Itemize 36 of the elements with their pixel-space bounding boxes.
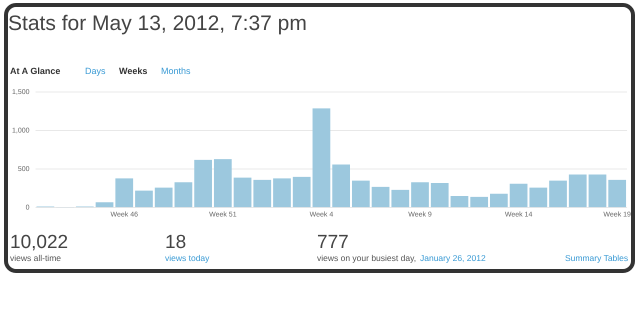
bar — [273, 178, 291, 208]
bar — [135, 190, 153, 208]
bar — [154, 188, 173, 208]
text: 18 — [165, 232, 186, 254]
bar — [214, 159, 232, 208]
text: Summary Tables — [565, 253, 628, 263]
bar — [312, 108, 330, 208]
bar — [450, 196, 468, 208]
text: 777 — [317, 232, 349, 254]
bar — [549, 180, 567, 208]
bar — [115, 178, 134, 208]
text: 10,022 — [10, 232, 68, 254]
text: Weeks — [119, 66, 148, 76]
text: views today — [165, 253, 210, 263]
bar — [411, 182, 429, 208]
text: views all-time — [10, 253, 62, 263]
text: At A Glance — [10, 66, 60, 76]
bar — [588, 174, 606, 208]
bar — [332, 164, 350, 208]
bar — [430, 182, 449, 208]
bar — [372, 186, 390, 208]
bar — [470, 196, 488, 208]
bar — [391, 190, 410, 208]
bar — [292, 176, 311, 208]
text: Days — [85, 66, 106, 76]
bar — [529, 188, 548, 208]
bar — [608, 180, 626, 208]
bar — [234, 178, 252, 208]
bar — [352, 180, 370, 208]
chart-title: Stats for May 13, 2012, 7:37 pm — [8, 12, 307, 36]
text: views on your busiest day, — [317, 253, 416, 263]
text: January 26, 2012 — [420, 253, 486, 263]
text: Months — [161, 66, 191, 76]
bar — [568, 174, 587, 208]
bar — [96, 202, 114, 208]
bar — [253, 180, 272, 208]
